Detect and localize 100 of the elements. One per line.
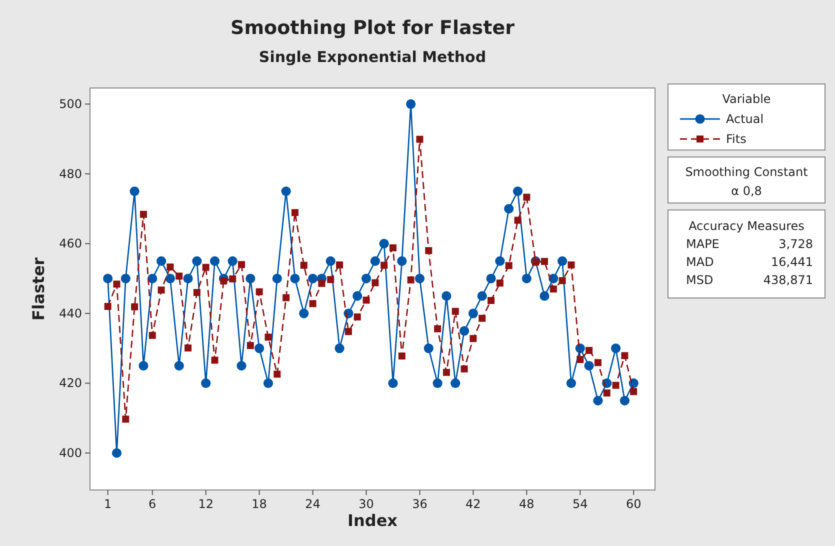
y-tick-label: 460: [59, 236, 82, 251]
point: [621, 352, 628, 360]
point: [228, 256, 238, 266]
point: [344, 328, 352, 336]
point: [389, 244, 396, 252]
point: [256, 288, 263, 296]
point: [540, 258, 548, 265]
point: [459, 326, 470, 336]
chart-title: Smoothing Plot for Flaster: [230, 17, 516, 39]
text: MAPE 3,728: [686, 237, 813, 251]
point: [354, 313, 361, 320]
y-tick-label: 480: [59, 166, 82, 181]
point: [522, 274, 532, 284]
point: [398, 352, 406, 360]
point: [122, 416, 130, 423]
point: [229, 275, 236, 282]
point: [414, 274, 425, 284]
point: [176, 272, 183, 280]
point: [334, 344, 344, 354]
text: Smoothing Constant: [685, 165, 808, 179]
point: [594, 359, 602, 366]
point: [264, 334, 272, 341]
point: [379, 238, 389, 248]
point: [300, 262, 308, 269]
point: [211, 356, 218, 364]
x-tick-label: 24: [305, 497, 320, 511]
point: [532, 258, 540, 266]
y-tick-label: 440: [59, 306, 82, 320]
point: [140, 210, 147, 218]
point: [318, 280, 326, 287]
point: [370, 256, 380, 266]
point: [566, 378, 576, 388]
point: [308, 274, 318, 284]
point: [460, 365, 468, 372]
x-tick-label: 30: [358, 497, 374, 511]
x-tick-label: 48: [519, 497, 534, 511]
point: [361, 274, 372, 284]
point: [514, 216, 522, 224]
point: [593, 396, 603, 406]
point: [183, 274, 193, 284]
point: [281, 186, 291, 196]
legend-label: Fits: [726, 132, 746, 146]
point: [263, 378, 274, 388]
point: [425, 247, 432, 254]
x-tick-label: 18: [252, 497, 267, 511]
point: [156, 256, 166, 266]
point: [424, 344, 434, 354]
point: [174, 360, 184, 371]
point: [184, 344, 192, 352]
legend-label: Actual: [726, 112, 764, 126]
text: α 0,8: [731, 184, 762, 198]
x-tick-label: 42: [466, 497, 481, 511]
x-tick-label: 36: [412, 497, 428, 511]
text: Accuracy Measures: [688, 219, 804, 233]
point: [236, 360, 246, 371]
point: [130, 186, 140, 196]
point: [254, 344, 264, 354]
point: [291, 209, 298, 216]
point: [202, 264, 210, 271]
point: [452, 308, 459, 315]
point: [558, 256, 568, 266]
point: [496, 280, 504, 287]
point: [523, 194, 530, 201]
point: [442, 291, 452, 301]
point: [380, 262, 388, 269]
point: [486, 274, 496, 284]
x-tick-label: 1: [104, 497, 112, 511]
point: [362, 296, 370, 304]
y-tick-label: 400: [59, 446, 82, 460]
point: [352, 291, 362, 301]
point: [550, 286, 557, 292]
point: [584, 360, 594, 371]
x-tick-label: 6: [148, 497, 156, 511]
point: [166, 264, 174, 271]
point: [478, 314, 486, 322]
point: [104, 302, 112, 310]
x-tick-label: 54: [572, 497, 588, 511]
y-axis-title: Flaster: [29, 257, 48, 321]
point: [201, 378, 211, 388]
point: [630, 388, 638, 396]
point: [131, 303, 138, 310]
point: [586, 346, 593, 354]
point: [138, 360, 148, 371]
x-axis-title: Index: [348, 511, 398, 530]
point: [246, 274, 256, 284]
point: [450, 378, 460, 388]
point: [220, 277, 228, 284]
point: [416, 136, 424, 143]
point: [488, 297, 495, 304]
point: [336, 261, 344, 268]
legend-title: Variable: [722, 92, 771, 106]
point: [568, 261, 575, 268]
point: [309, 300, 316, 308]
point: [512, 186, 523, 196]
point: [468, 308, 478, 318]
point: [148, 274, 158, 284]
point: [210, 256, 220, 266]
text: MSD 438,871: [686, 273, 813, 287]
point: [327, 276, 334, 284]
point: [504, 204, 514, 214]
